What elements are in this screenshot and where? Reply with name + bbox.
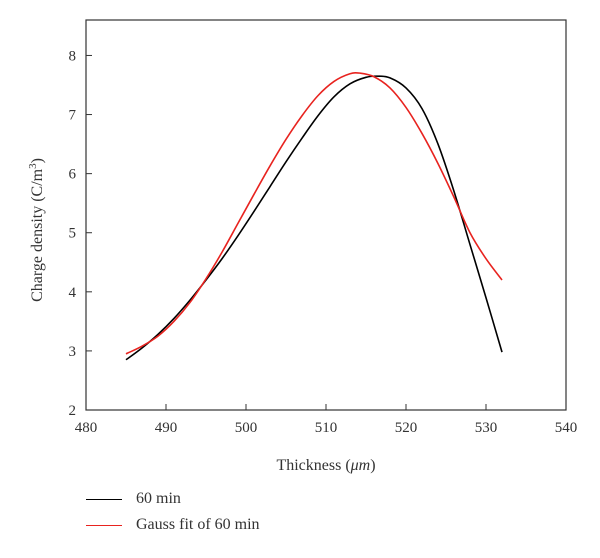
y-tick-label: 3	[69, 344, 77, 360]
series-line-gauss-fit	[125, 71, 503, 355]
x-axis-label: Thickness (μm)	[276, 457, 375, 474]
y-axis-label: Charge density (C/m3)	[27, 158, 46, 302]
x-tick-label: 530	[475, 420, 498, 436]
x-tick-label: 520	[395, 420, 418, 436]
legend-label: 60 min	[136, 490, 181, 507]
y-tick-label: 8	[69, 48, 77, 64]
legend: 60 min Gauss fit of 60 min	[86, 486, 260, 538]
legend-label: Gauss fit of 60 min	[136, 516, 260, 533]
series-line-60-min	[125, 75, 503, 361]
x-tick-label: 490	[155, 420, 178, 436]
legend-swatch-60-min	[86, 498, 122, 500]
y-tick-label: 4	[69, 285, 77, 301]
legend-item-gauss-fit: Gauss fit of 60 min	[86, 512, 260, 538]
y-tick-label: 5	[69, 226, 77, 242]
chart: 480 490 500 510 520 530 540 2 3 4 5 6 7 8 Thickness (…	[27, 19, 578, 474]
x-tick-label: 500	[235, 420, 258, 436]
legend-item-60-min: 60 min	[86, 486, 260, 512]
x-tick-label: 480	[75, 420, 98, 436]
plot-area-frame	[85, 19, 567, 411]
y-tick-label: 7	[69, 108, 77, 124]
x-tick-label: 540	[555, 420, 578, 436]
y-tick-label: 6	[69, 167, 77, 183]
y-tick-label: 2	[69, 403, 77, 419]
legend-swatch-gauss-fit	[86, 524, 122, 526]
x-tick-label: 510	[315, 420, 338, 436]
